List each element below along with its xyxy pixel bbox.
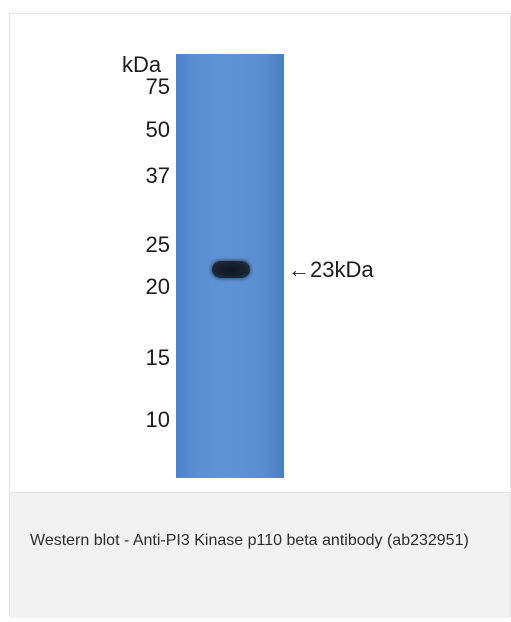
marker-label-50: 50 — [145, 117, 170, 142]
marker-label-10: 10 — [145, 407, 170, 432]
marker-unit-label: kDa — [122, 52, 162, 77]
image-caption: Western blot - Anti-PI3 Kinase p110 beta… — [10, 492, 510, 618]
western-blot-figure[interactable]: kDa 75 50 37 25 20 15 10 ←23kDa — [10, 14, 510, 492]
band-size-label: ←23kDa — [288, 257, 374, 282]
marker-label-75: 75 — [145, 74, 170, 99]
marker-label-37: 37 — [145, 163, 170, 188]
caption-text: Western blot - Anti-PI3 Kinase p110 beta… — [30, 532, 469, 549]
marker-label-25: 25 — [145, 232, 170, 257]
marker-label-15: 15 — [145, 345, 170, 370]
protein-band — [212, 261, 250, 278]
image-card: kDa 75 50 37 25 20 15 10 ←23kDa Western … — [9, 13, 511, 618]
marker-label-20: 20 — [145, 274, 170, 299]
